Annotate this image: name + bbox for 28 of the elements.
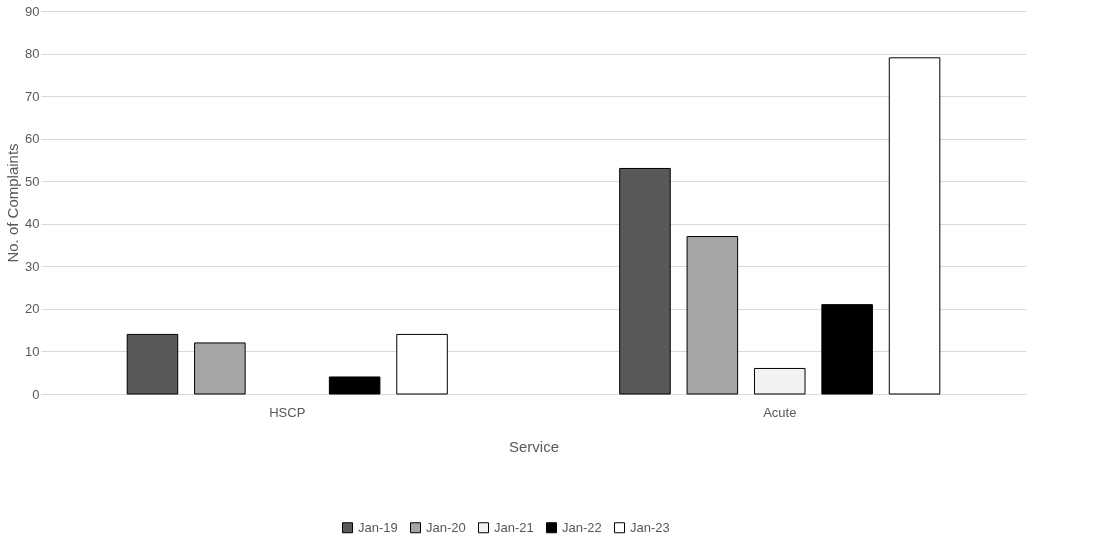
y-tick-label: 20 (25, 301, 40, 317)
legend-label: Jan-23 (630, 519, 670, 535)
y-tick-label: 60 (25, 131, 40, 147)
legend-label: Jan-22 (562, 519, 602, 535)
bar (686, 236, 739, 395)
x-axis-title: Service (508, 437, 560, 455)
y-tick-label: 80 (25, 46, 40, 62)
legend-label: Jan-19 (358, 519, 398, 535)
bar (888, 57, 941, 395)
bar (396, 333, 448, 395)
y-tick-label: 0 (32, 386, 40, 402)
y-tick-label: 40 (25, 216, 40, 232)
x-tick-label: Acute (763, 404, 797, 420)
y-tick-label: 10 (25, 343, 40, 359)
bar (328, 376, 381, 395)
bar (619, 167, 671, 395)
y-tick-label: 70 (25, 88, 40, 104)
legend-label: Jan-20 (426, 519, 466, 535)
bar (126, 333, 179, 395)
y-tick-label: 90 (25, 3, 40, 19)
bar (194, 342, 246, 395)
x-tick-label: HSCP (269, 404, 306, 420)
bar (821, 304, 873, 395)
y-tick-label: 30 (25, 258, 40, 274)
y-axis-title: No. of Complaints (4, 143, 22, 263)
bar (753, 367, 806, 395)
y-tick-label: 50 (25, 173, 40, 189)
legend-label: Jan-21 (494, 519, 534, 535)
